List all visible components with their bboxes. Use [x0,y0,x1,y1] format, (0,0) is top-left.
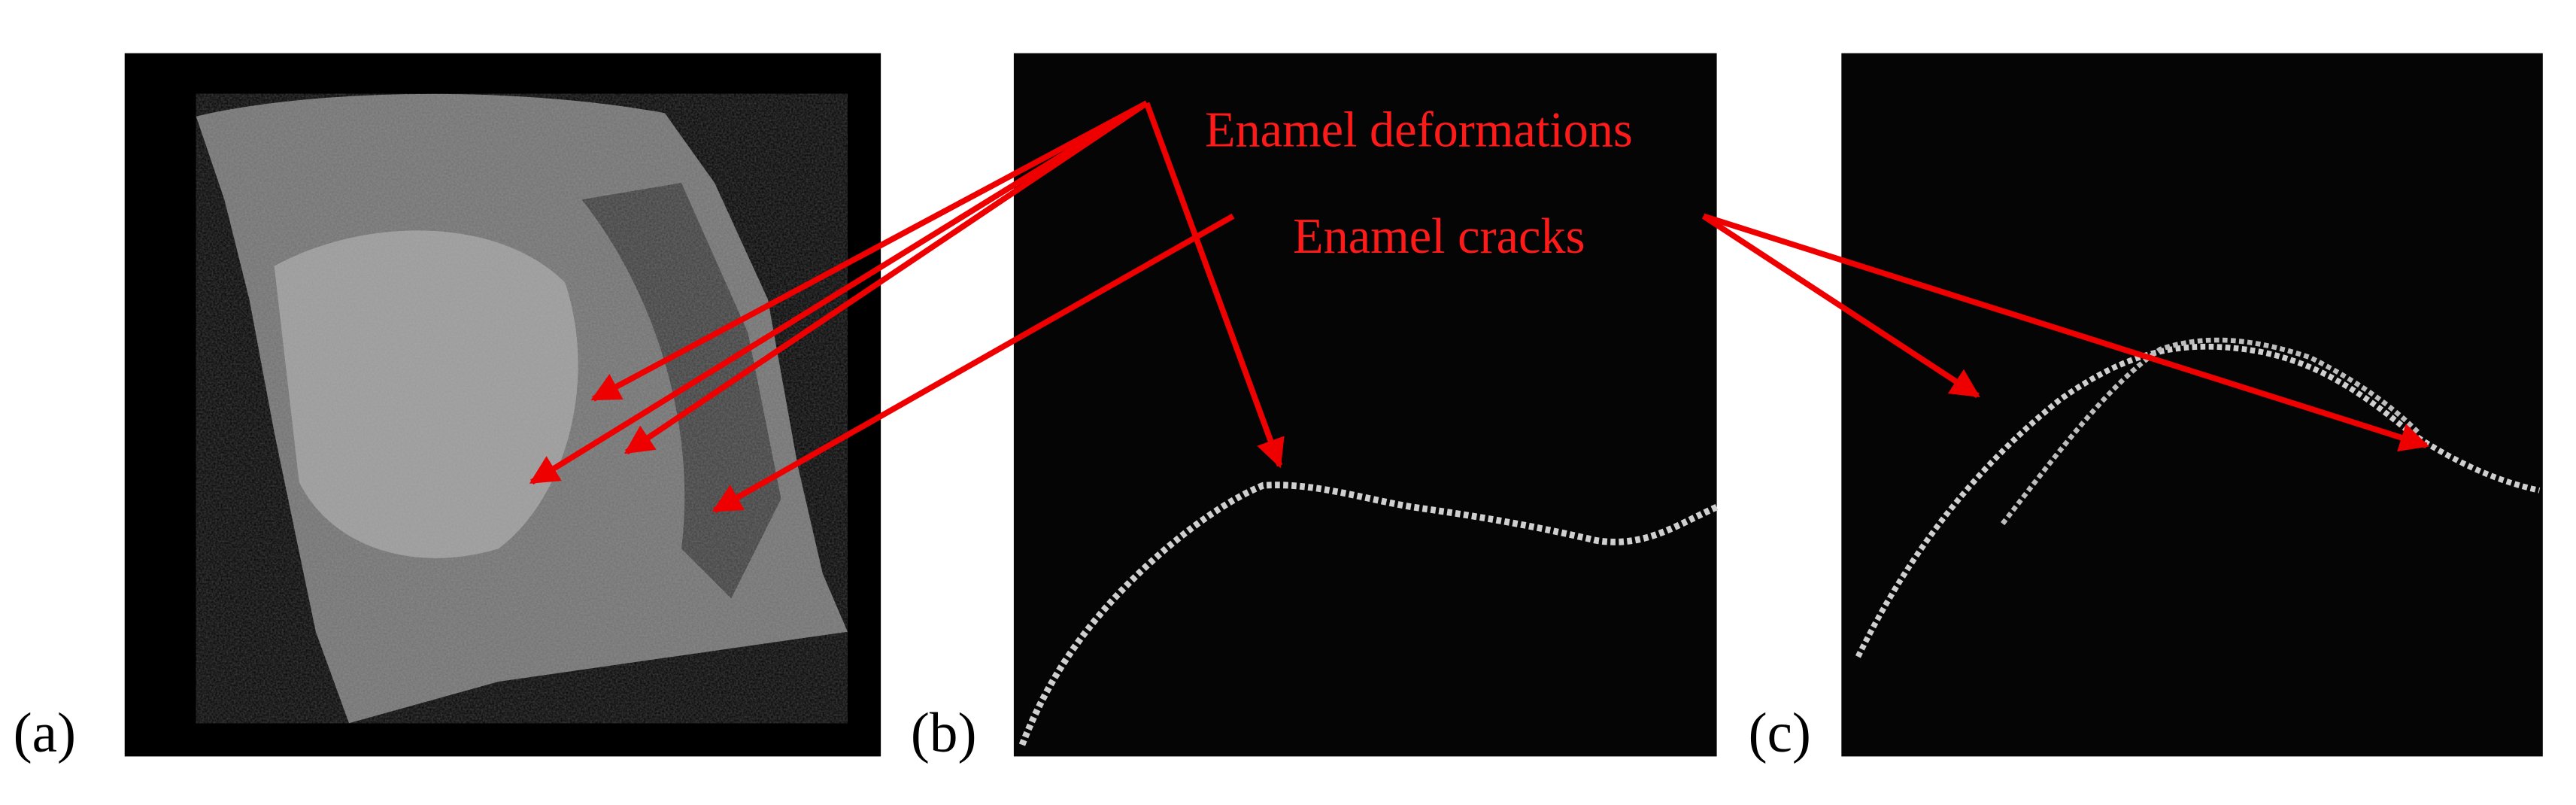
panel-label: (b) [911,702,977,764]
panel-label: (a) [14,702,76,764]
panel-c [1841,53,2543,757]
panel-label: (c) [1749,702,1811,764]
arrows [529,100,2429,513]
panel-a [124,53,881,757]
annotation-deformations: Enamel deformations [1205,102,1633,157]
annotation-cracks: Enamel cracks [1293,209,1585,264]
panel-b [1013,53,1719,757]
